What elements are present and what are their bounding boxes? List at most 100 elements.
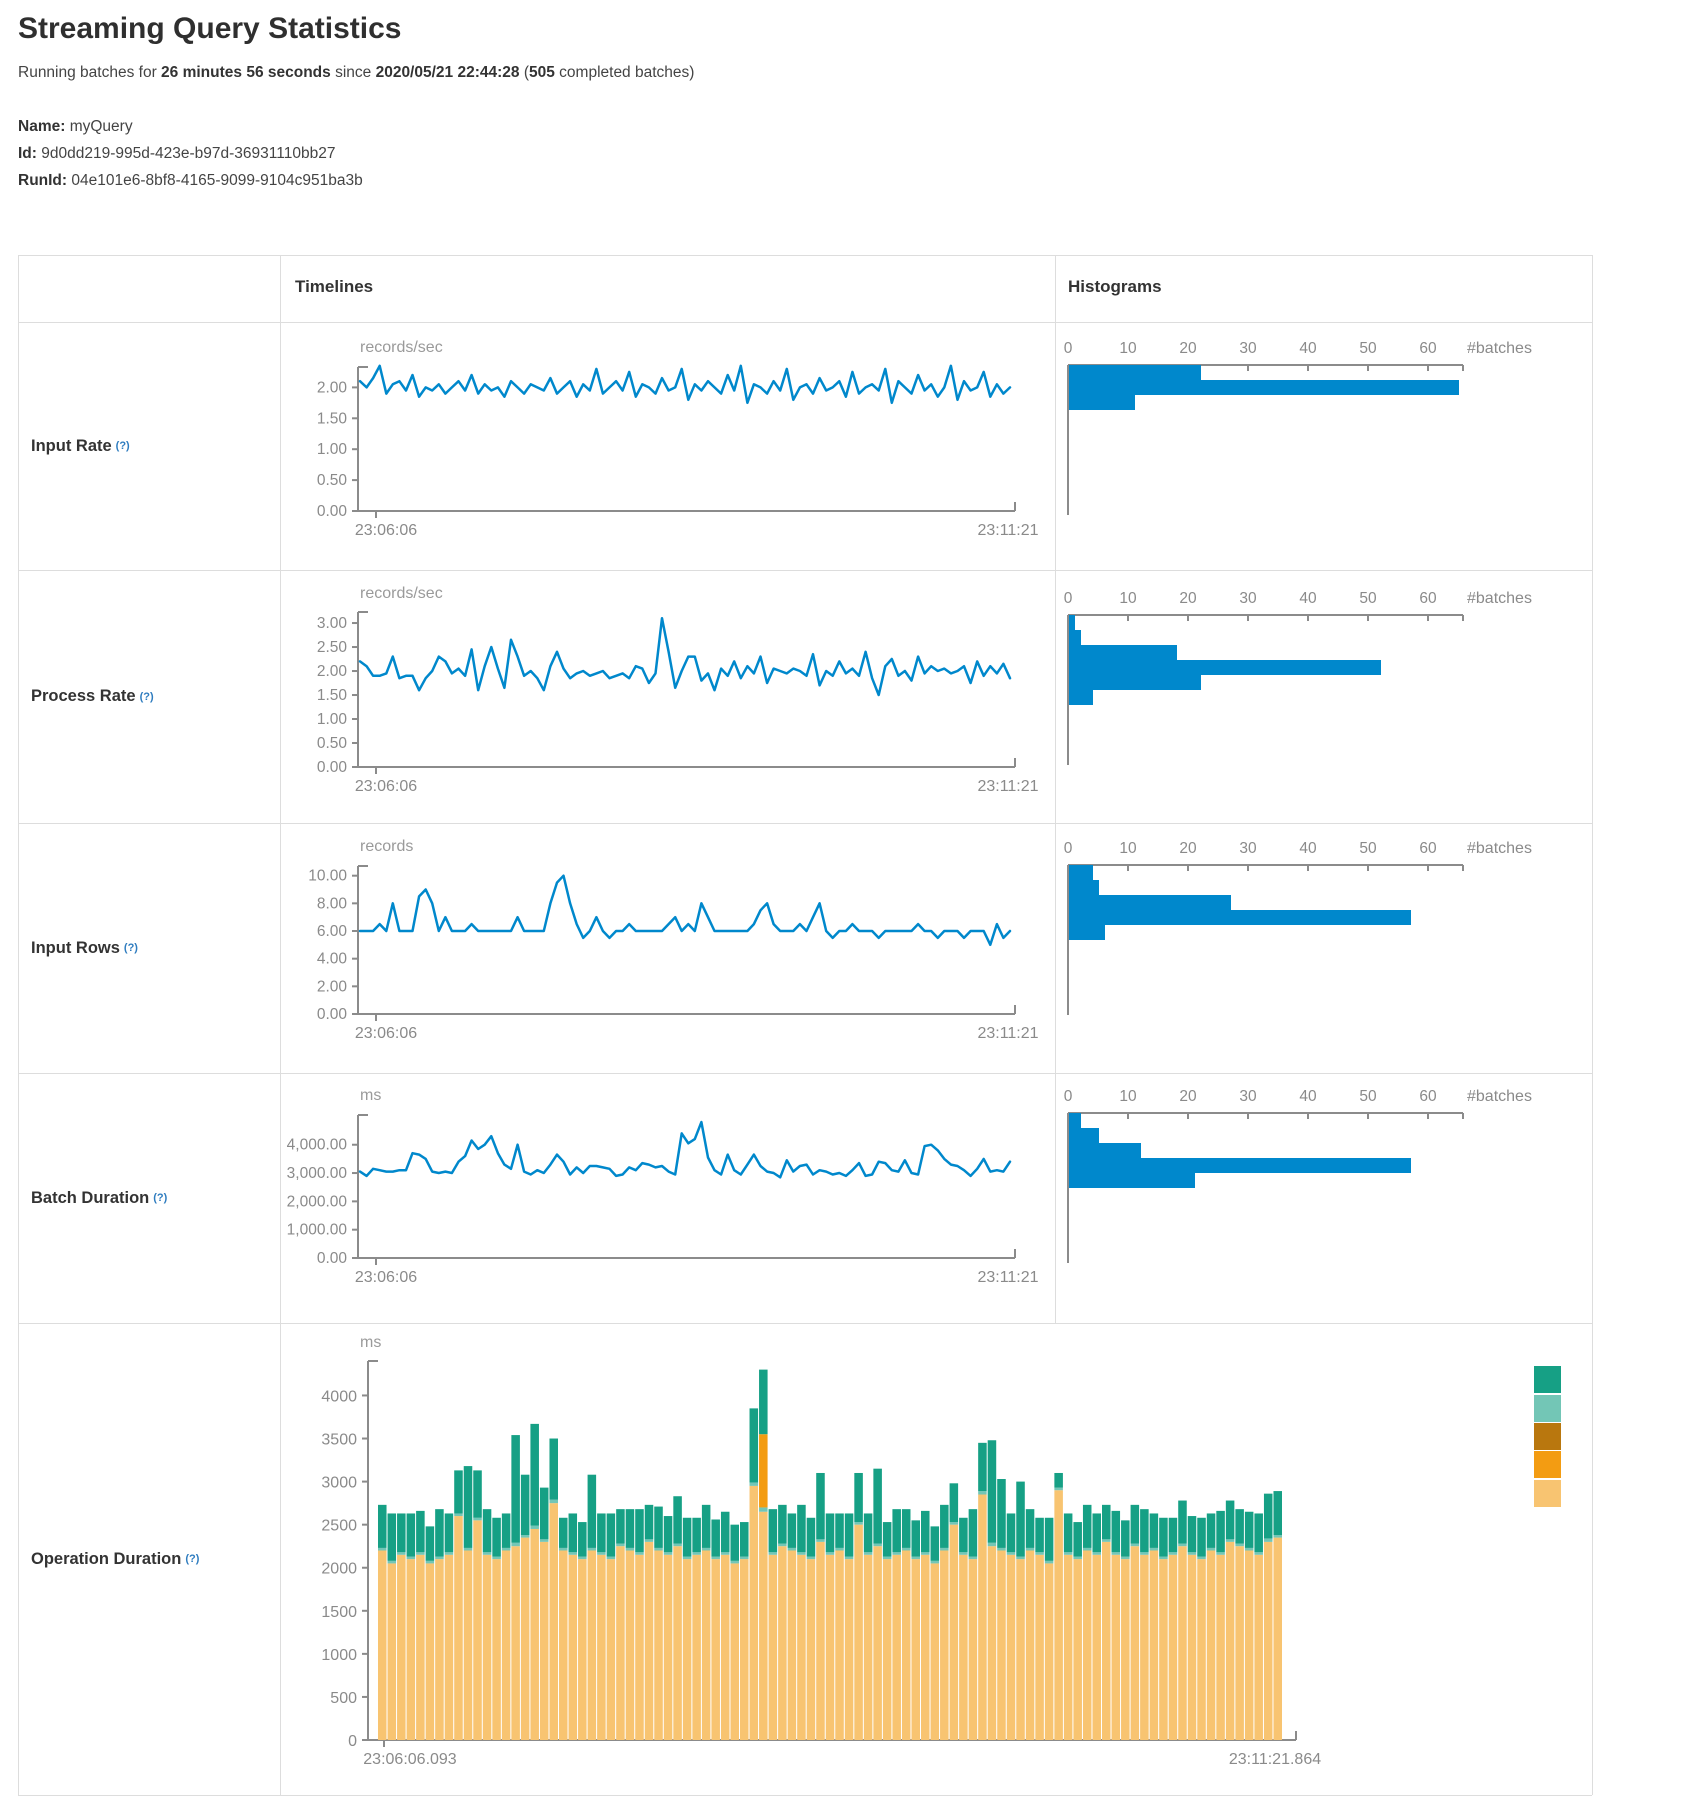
process-rate-timeline-chart: records/sec 3.00 2.50 2.00 1.50 1.00 0.50 0.00 2… bbox=[317, 585, 1039, 795]
svg-text:4,000.00: 4,000.00 bbox=[287, 1137, 348, 1154]
help-batch-duration[interactable]: (?) bbox=[153, 1192, 168, 1204]
svg-text:8.00: 8.00 bbox=[317, 895, 348, 912]
row-label-input-rows: Input Rows (?) bbox=[31, 938, 138, 957]
process-rate-histogram-chart: 0 10 20 30 40 50 60 #batches bbox=[1064, 590, 1532, 765]
legend-swatch-2 bbox=[1534, 1423, 1561, 1450]
svg-text:23:06:06: 23:06:06 bbox=[355, 778, 417, 795]
column-header-histograms: Histograms bbox=[1068, 277, 1162, 296]
legend-swatch-0 bbox=[1534, 1366, 1561, 1393]
svg-text:10: 10 bbox=[1119, 590, 1137, 607]
svg-text:0: 0 bbox=[1064, 1088, 1073, 1105]
run-id-value: 04e101e6-8bf8-4165-9099-9104c951ba3b bbox=[67, 172, 363, 189]
svg-text:40: 40 bbox=[1299, 840, 1317, 857]
svg-text:23:06:06: 23:06:06 bbox=[355, 1269, 417, 1286]
svg-text:1.50: 1.50 bbox=[317, 410, 348, 427]
svg-text:4.00: 4.00 bbox=[317, 951, 348, 968]
legend-swatch-4 bbox=[1534, 1480, 1561, 1507]
svg-text:500: 500 bbox=[330, 1690, 357, 1707]
svg-text:20: 20 bbox=[1179, 590, 1197, 607]
svg-text:records: records bbox=[360, 838, 413, 855]
svg-text:10.00: 10.00 bbox=[308, 868, 347, 885]
svg-text:0: 0 bbox=[348, 1733, 357, 1750]
svg-text:#batches: #batches bbox=[1467, 590, 1532, 607]
legend-swatch-1 bbox=[1534, 1395, 1561, 1422]
svg-text:1.50: 1.50 bbox=[317, 687, 348, 704]
svg-text:20: 20 bbox=[1179, 340, 1197, 357]
svg-text:records/sec: records/sec bbox=[360, 585, 443, 602]
svg-text:10: 10 bbox=[1119, 840, 1137, 857]
svg-text:records/sec: records/sec bbox=[360, 339, 443, 356]
svg-text:60: 60 bbox=[1419, 1088, 1437, 1105]
svg-text:1,000.00: 1,000.00 bbox=[287, 1222, 348, 1239]
batch-duration-histogram-chart: 0 10 20 30 40 50 60 #batches bbox=[1064, 1088, 1532, 1263]
input-rows-histogram-chart: 0 10 20 30 40 50 60 #batches bbox=[1064, 840, 1532, 1015]
help-input-rate[interactable]: (?) bbox=[115, 440, 130, 452]
svg-text:23:11:21.864: 23:11:21.864 bbox=[1229, 1751, 1321, 1768]
svg-text:23:11:21: 23:11:21 bbox=[977, 778, 1038, 795]
svg-text:23:06:06: 23:06:06 bbox=[355, 522, 417, 539]
svg-text:3000: 3000 bbox=[321, 1475, 357, 1492]
svg-text:60: 60 bbox=[1419, 340, 1437, 357]
column-header-timelines: Timelines bbox=[295, 277, 374, 296]
svg-text:20: 20 bbox=[1179, 840, 1197, 857]
svg-text:#batches: #batches bbox=[1467, 340, 1532, 357]
legend-swatch-3 bbox=[1534, 1451, 1561, 1478]
svg-text:23:11:21: 23:11:21 bbox=[977, 1269, 1038, 1286]
query-id-value: 9d0dd219-995d-423e-b97d-36931110bb27 bbox=[36, 145, 336, 162]
svg-text:30: 30 bbox=[1239, 340, 1257, 357]
svg-text:10: 10 bbox=[1119, 1088, 1137, 1105]
svg-text:6.00: 6.00 bbox=[317, 923, 348, 940]
svg-text:2,000.00: 2,000.00 bbox=[287, 1193, 348, 1210]
svg-text:1500: 1500 bbox=[321, 1604, 357, 1621]
svg-text:2.00: 2.00 bbox=[317, 978, 348, 995]
query-id-line: Id: 9d0dd219-995d-423e-b97d-36931110bb27 bbox=[18, 145, 336, 162]
svg-text:2000: 2000 bbox=[321, 1561, 357, 1578]
svg-text:0.00: 0.00 bbox=[317, 1250, 348, 1267]
svg-text:50: 50 bbox=[1359, 340, 1377, 357]
svg-text:30: 30 bbox=[1239, 840, 1257, 857]
row-label-input-rate: Input Rate (?) bbox=[31, 436, 130, 455]
svg-text:0.50: 0.50 bbox=[317, 472, 348, 489]
svg-text:2.00: 2.00 bbox=[317, 379, 348, 396]
svg-text:ms: ms bbox=[360, 1087, 381, 1104]
svg-text:20: 20 bbox=[1179, 1088, 1197, 1105]
svg-text:50: 50 bbox=[1359, 840, 1377, 857]
svg-text:23:06:06: 23:06:06 bbox=[355, 1025, 417, 1042]
help-process-rate[interactable]: (?) bbox=[139, 690, 154, 703]
svg-text:2500: 2500 bbox=[321, 1518, 357, 1535]
svg-text:3.00: 3.00 bbox=[317, 615, 348, 632]
svg-text:1.00: 1.00 bbox=[317, 711, 348, 728]
svg-text:0: 0 bbox=[1064, 840, 1073, 857]
input-rate-histogram-chart: 0 10 20 30 40 50 60 #batches bbox=[1064, 340, 1532, 515]
input-rate-timeline-chart: records/sec 2.00 1.50 1.00 0.50 0.00 23:06:06 2… bbox=[317, 339, 1039, 539]
svg-text:1.00: 1.00 bbox=[317, 441, 348, 458]
start-timestamp: 2020/05/21 22:44:28 bbox=[375, 64, 520, 81]
page-title: Streaming Query Statistics bbox=[18, 12, 402, 45]
svg-text:0.00: 0.00 bbox=[317, 759, 348, 776]
row-label-batch-duration: Batch Duration (?) bbox=[31, 1188, 168, 1207]
svg-text:23:11:21: 23:11:21 bbox=[977, 1025, 1038, 1042]
svg-text:0.00: 0.00 bbox=[317, 1006, 348, 1023]
run-duration: 26 minutes 56 seconds bbox=[161, 64, 331, 81]
svg-text:23:06:06.093: 23:06:06.093 bbox=[363, 1751, 457, 1768]
svg-text:2.50: 2.50 bbox=[317, 639, 348, 656]
help-operation-duration[interactable]: (?) bbox=[185, 1553, 200, 1565]
svg-text:3,000.00: 3,000.00 bbox=[287, 1165, 348, 1182]
svg-text:40: 40 bbox=[1299, 590, 1317, 607]
row-label-process-rate: Process Rate (?) bbox=[31, 687, 154, 705]
svg-text:#batches: #batches bbox=[1467, 1088, 1532, 1105]
svg-text:0: 0 bbox=[1064, 590, 1073, 607]
svg-text:0: 0 bbox=[1064, 340, 1073, 357]
svg-text:50: 50 bbox=[1359, 590, 1377, 607]
svg-text:#batches: #batches bbox=[1467, 840, 1532, 857]
help-input-rows[interactable]: (?) bbox=[123, 942, 138, 954]
running-summary: Running batches for 26 minutes 56 second… bbox=[18, 64, 695, 81]
svg-text:10: 10 bbox=[1119, 340, 1137, 357]
svg-text:60: 60 bbox=[1419, 840, 1437, 857]
row-label-operation-duration: Operation Duration (?) bbox=[31, 1549, 200, 1568]
svg-text:ms: ms bbox=[360, 1334, 381, 1351]
run-id-line: RunId: 04e101e6-8bf8-4165-9099-9104c951b… bbox=[18, 172, 363, 189]
query-name-line: Name: myQuery bbox=[18, 118, 133, 135]
svg-text:0.00: 0.00 bbox=[317, 503, 348, 520]
